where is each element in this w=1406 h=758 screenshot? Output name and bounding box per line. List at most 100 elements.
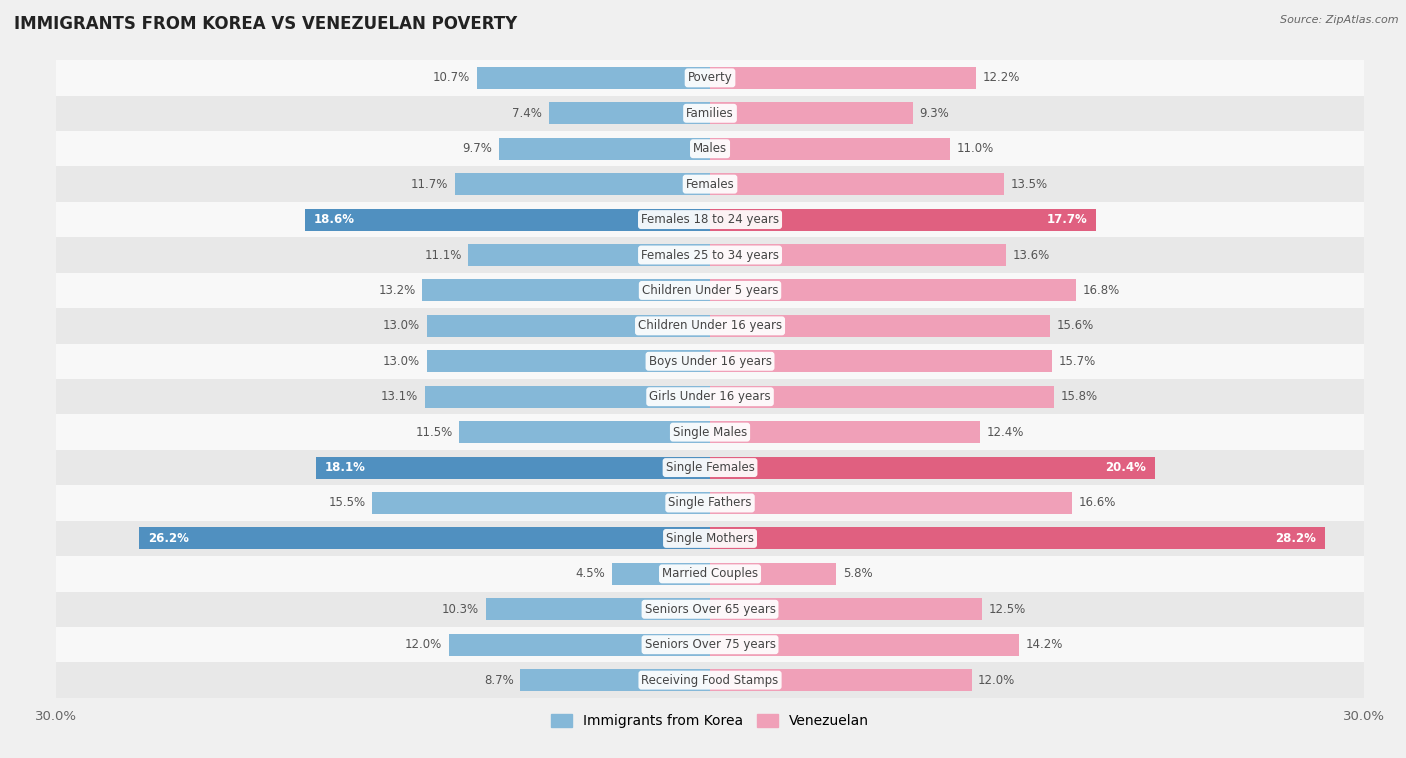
Text: 18.6%: 18.6% (314, 213, 354, 226)
Bar (56, 627, 1364, 662)
Bar (56, 202, 1364, 237)
Bar (710, 386, 1054, 408)
Bar (710, 598, 983, 620)
Text: 4.5%: 4.5% (575, 567, 606, 581)
Text: 11.0%: 11.0% (956, 143, 994, 155)
Text: Families: Families (686, 107, 734, 120)
Bar (373, 492, 710, 514)
Bar (449, 634, 710, 656)
Text: 15.6%: 15.6% (1056, 319, 1094, 332)
Text: 12.2%: 12.2% (983, 71, 1019, 84)
Bar (56, 449, 1364, 485)
Text: Single Mothers: Single Mothers (666, 532, 754, 545)
Text: 11.7%: 11.7% (411, 177, 449, 191)
Text: 16.8%: 16.8% (1083, 284, 1121, 297)
Bar (477, 67, 710, 89)
Bar (468, 244, 710, 266)
Bar (56, 167, 1364, 202)
Bar (485, 598, 710, 620)
Bar (56, 521, 1364, 556)
Bar (710, 456, 1154, 478)
Text: Single Fathers: Single Fathers (668, 496, 752, 509)
Text: Males: Males (693, 143, 727, 155)
Text: 8.7%: 8.7% (484, 674, 515, 687)
Text: 18.1%: 18.1% (325, 461, 366, 474)
Bar (305, 208, 710, 230)
Text: 10.3%: 10.3% (441, 603, 479, 615)
Text: Children Under 16 years: Children Under 16 years (638, 319, 782, 332)
Bar (139, 528, 710, 550)
Text: 26.2%: 26.2% (148, 532, 188, 545)
Text: 13.5%: 13.5% (1011, 177, 1047, 191)
Bar (612, 563, 710, 585)
Text: 11.1%: 11.1% (425, 249, 461, 262)
Bar (56, 309, 1364, 343)
Text: 13.1%: 13.1% (381, 390, 418, 403)
Bar (425, 386, 710, 408)
Text: 16.6%: 16.6% (1078, 496, 1116, 509)
Bar (427, 350, 710, 372)
Text: 9.7%: 9.7% (463, 143, 492, 155)
Bar (710, 138, 950, 160)
Text: Children Under 5 years: Children Under 5 years (641, 284, 779, 297)
Bar (710, 563, 837, 585)
Text: 11.5%: 11.5% (416, 426, 453, 439)
Bar (56, 343, 1364, 379)
Text: Females 25 to 34 years: Females 25 to 34 years (641, 249, 779, 262)
Text: 20.4%: 20.4% (1105, 461, 1146, 474)
Text: Seniors Over 75 years: Seniors Over 75 years (644, 638, 776, 651)
Bar (710, 173, 1004, 195)
Bar (460, 421, 710, 443)
Bar (710, 634, 1019, 656)
Text: 10.7%: 10.7% (433, 71, 470, 84)
Text: Girls Under 16 years: Girls Under 16 years (650, 390, 770, 403)
Text: Single Males: Single Males (673, 426, 747, 439)
Bar (56, 131, 1364, 167)
Bar (520, 669, 710, 691)
Text: 15.8%: 15.8% (1062, 390, 1098, 403)
Bar (56, 415, 1364, 449)
Text: 17.7%: 17.7% (1046, 213, 1087, 226)
Bar (56, 273, 1364, 309)
Text: Females: Females (686, 177, 734, 191)
Text: 15.5%: 15.5% (329, 496, 366, 509)
Bar (710, 421, 980, 443)
Bar (56, 556, 1364, 591)
Text: Females 18 to 24 years: Females 18 to 24 years (641, 213, 779, 226)
Text: IMMIGRANTS FROM KOREA VS VENEZUELAN POVERTY: IMMIGRANTS FROM KOREA VS VENEZUELAN POVE… (14, 15, 517, 33)
Text: 15.7%: 15.7% (1059, 355, 1095, 368)
Bar (56, 237, 1364, 273)
Text: 7.4%: 7.4% (512, 107, 543, 120)
Bar (56, 591, 1364, 627)
Text: 13.0%: 13.0% (382, 355, 420, 368)
Text: 9.3%: 9.3% (920, 107, 949, 120)
Bar (710, 280, 1076, 302)
Text: 12.4%: 12.4% (987, 426, 1024, 439)
Bar (710, 528, 1324, 550)
Text: 13.0%: 13.0% (382, 319, 420, 332)
Bar (710, 350, 1052, 372)
Bar (548, 102, 710, 124)
Bar (315, 456, 710, 478)
Text: 12.5%: 12.5% (988, 603, 1026, 615)
Text: 5.8%: 5.8% (844, 567, 873, 581)
Text: Receiving Food Stamps: Receiving Food Stamps (641, 674, 779, 687)
Bar (56, 485, 1364, 521)
Bar (56, 60, 1364, 96)
Text: Boys Under 16 years: Boys Under 16 years (648, 355, 772, 368)
Text: 28.2%: 28.2% (1275, 532, 1316, 545)
Bar (710, 669, 972, 691)
Text: 12.0%: 12.0% (405, 638, 441, 651)
Text: Single Females: Single Females (665, 461, 755, 474)
Text: Married Couples: Married Couples (662, 567, 758, 581)
Bar (710, 102, 912, 124)
Text: Poverty: Poverty (688, 71, 733, 84)
Text: 13.6%: 13.6% (1012, 249, 1050, 262)
Text: Seniors Over 65 years: Seniors Over 65 years (644, 603, 776, 615)
Bar (427, 315, 710, 337)
Text: 13.2%: 13.2% (378, 284, 416, 297)
Bar (499, 138, 710, 160)
Bar (710, 244, 1007, 266)
Text: Source: ZipAtlas.com: Source: ZipAtlas.com (1281, 15, 1399, 25)
Bar (710, 208, 1095, 230)
